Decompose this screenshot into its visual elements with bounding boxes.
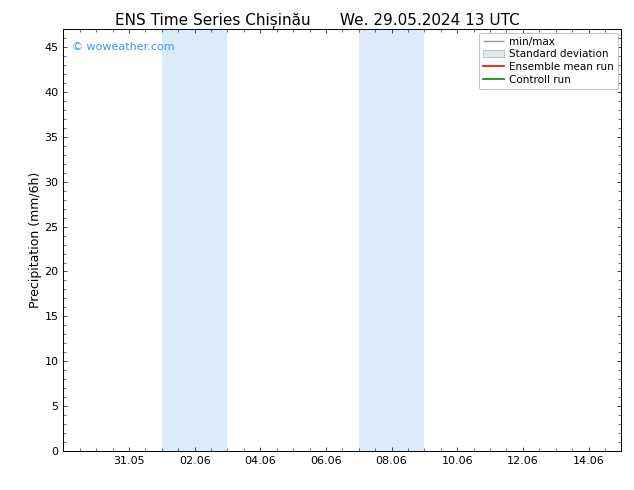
Text: © woweather.com: © woweather.com <box>72 42 174 52</box>
Legend: min/max, Standard deviation, Ensemble mean run, Controll run: min/max, Standard deviation, Ensemble me… <box>479 32 618 89</box>
Bar <box>359 29 424 451</box>
Text: ENS Time Series Chișinău      We. 29.05.2024 13 UTC: ENS Time Series Chișinău We. 29.05.2024 … <box>115 12 519 28</box>
Y-axis label: Precipitation (mm/6h): Precipitation (mm/6h) <box>29 172 42 308</box>
Bar <box>162 29 228 451</box>
